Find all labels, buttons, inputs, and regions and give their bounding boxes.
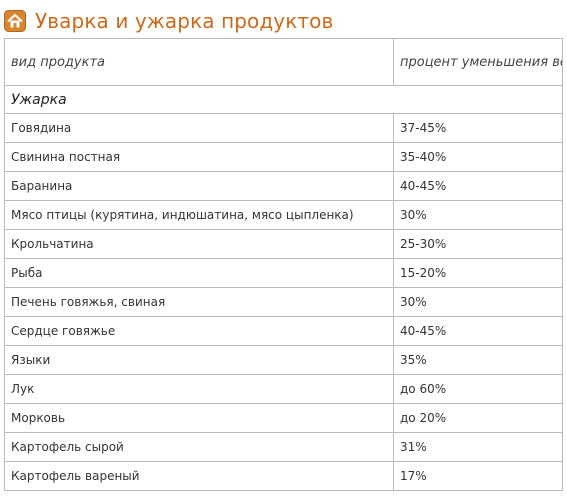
products-table: вид продукта процент уменьшения веса Ужа… xyxy=(4,38,563,491)
weight-loss-percent-cell: 15-20% xyxy=(393,258,563,288)
table-row: Печень говяжья, свиная 30% xyxy=(4,287,563,317)
table-row: Крольчатина 25-30% xyxy=(4,229,563,259)
section-row: Ужарка xyxy=(4,85,563,114)
product-name-cell: Мясо птицы (курятина, индюшатина, мясо ц… xyxy=(4,200,394,230)
product-name-cell: Рыба xyxy=(4,258,394,288)
column-header-product: вид продукта xyxy=(4,38,394,86)
product-name-cell: Печень говяжья, свиная xyxy=(4,287,394,317)
product-name-cell: Сердце говяжье xyxy=(4,316,394,346)
product-name-cell: Языки xyxy=(4,345,394,375)
page-title: Уварка и ужарка продуктов xyxy=(35,9,334,33)
product-name-cell: Картофель сырой xyxy=(4,432,394,462)
table-row: Сердце говяжье 40-45% xyxy=(4,316,563,346)
table-row: Мясо птицы (курятина, индюшатина, мясо ц… xyxy=(4,200,563,230)
table-row: Морковь до 20% xyxy=(4,403,563,433)
table-header-row: вид продукта процент уменьшения веса xyxy=(4,38,563,86)
weight-loss-percent-cell: до 60% xyxy=(393,374,563,404)
home-icon xyxy=(4,10,26,32)
weight-loss-percent-cell: 35-40% xyxy=(393,142,563,172)
weight-loss-percent-cell: 25-30% xyxy=(393,229,563,259)
weight-loss-percent-cell: 30% xyxy=(393,200,563,230)
weight-loss-percent-cell: до 20% xyxy=(393,403,563,433)
weight-loss-percent-cell: 31% xyxy=(393,432,563,462)
product-name-cell: Баранина xyxy=(4,171,394,201)
weight-loss-percent-cell: 37-45% xyxy=(393,113,563,143)
table-row: Лук до 60% xyxy=(4,374,563,404)
section-label: Ужарка xyxy=(4,85,563,114)
table-row: Свинина постная 35-40% xyxy=(4,142,563,172)
table-row: Языки 35% xyxy=(4,345,563,375)
weight-loss-percent-cell: 40-45% xyxy=(393,171,563,201)
weight-loss-percent-cell: 35% xyxy=(393,345,563,375)
product-name-cell: Крольчатина xyxy=(4,229,394,259)
weight-loss-percent-cell: 17% xyxy=(393,461,563,491)
product-name-cell: Картофель вареный xyxy=(4,461,394,491)
weight-loss-percent-cell: 30% xyxy=(393,287,563,317)
page-header: Уварка и ужарка продуктов xyxy=(4,6,333,36)
weight-loss-percent-cell: 40-45% xyxy=(393,316,563,346)
product-name-cell: Свинина постная xyxy=(4,142,394,172)
table-row: Рыба 15-20% xyxy=(4,258,563,288)
product-name-cell: Лук xyxy=(4,374,394,404)
table-row: Картофель сырой 31% xyxy=(4,432,563,462)
product-name-cell: Морковь xyxy=(4,403,394,433)
column-header-percent: процент уменьшения веса xyxy=(393,38,563,86)
table-row: Картофель вареный 17% xyxy=(4,461,563,491)
table-row: Баранина 40-45% xyxy=(4,171,563,201)
table-row: Говядина 37-45% xyxy=(4,113,563,143)
product-name-cell: Говядина xyxy=(4,113,394,143)
